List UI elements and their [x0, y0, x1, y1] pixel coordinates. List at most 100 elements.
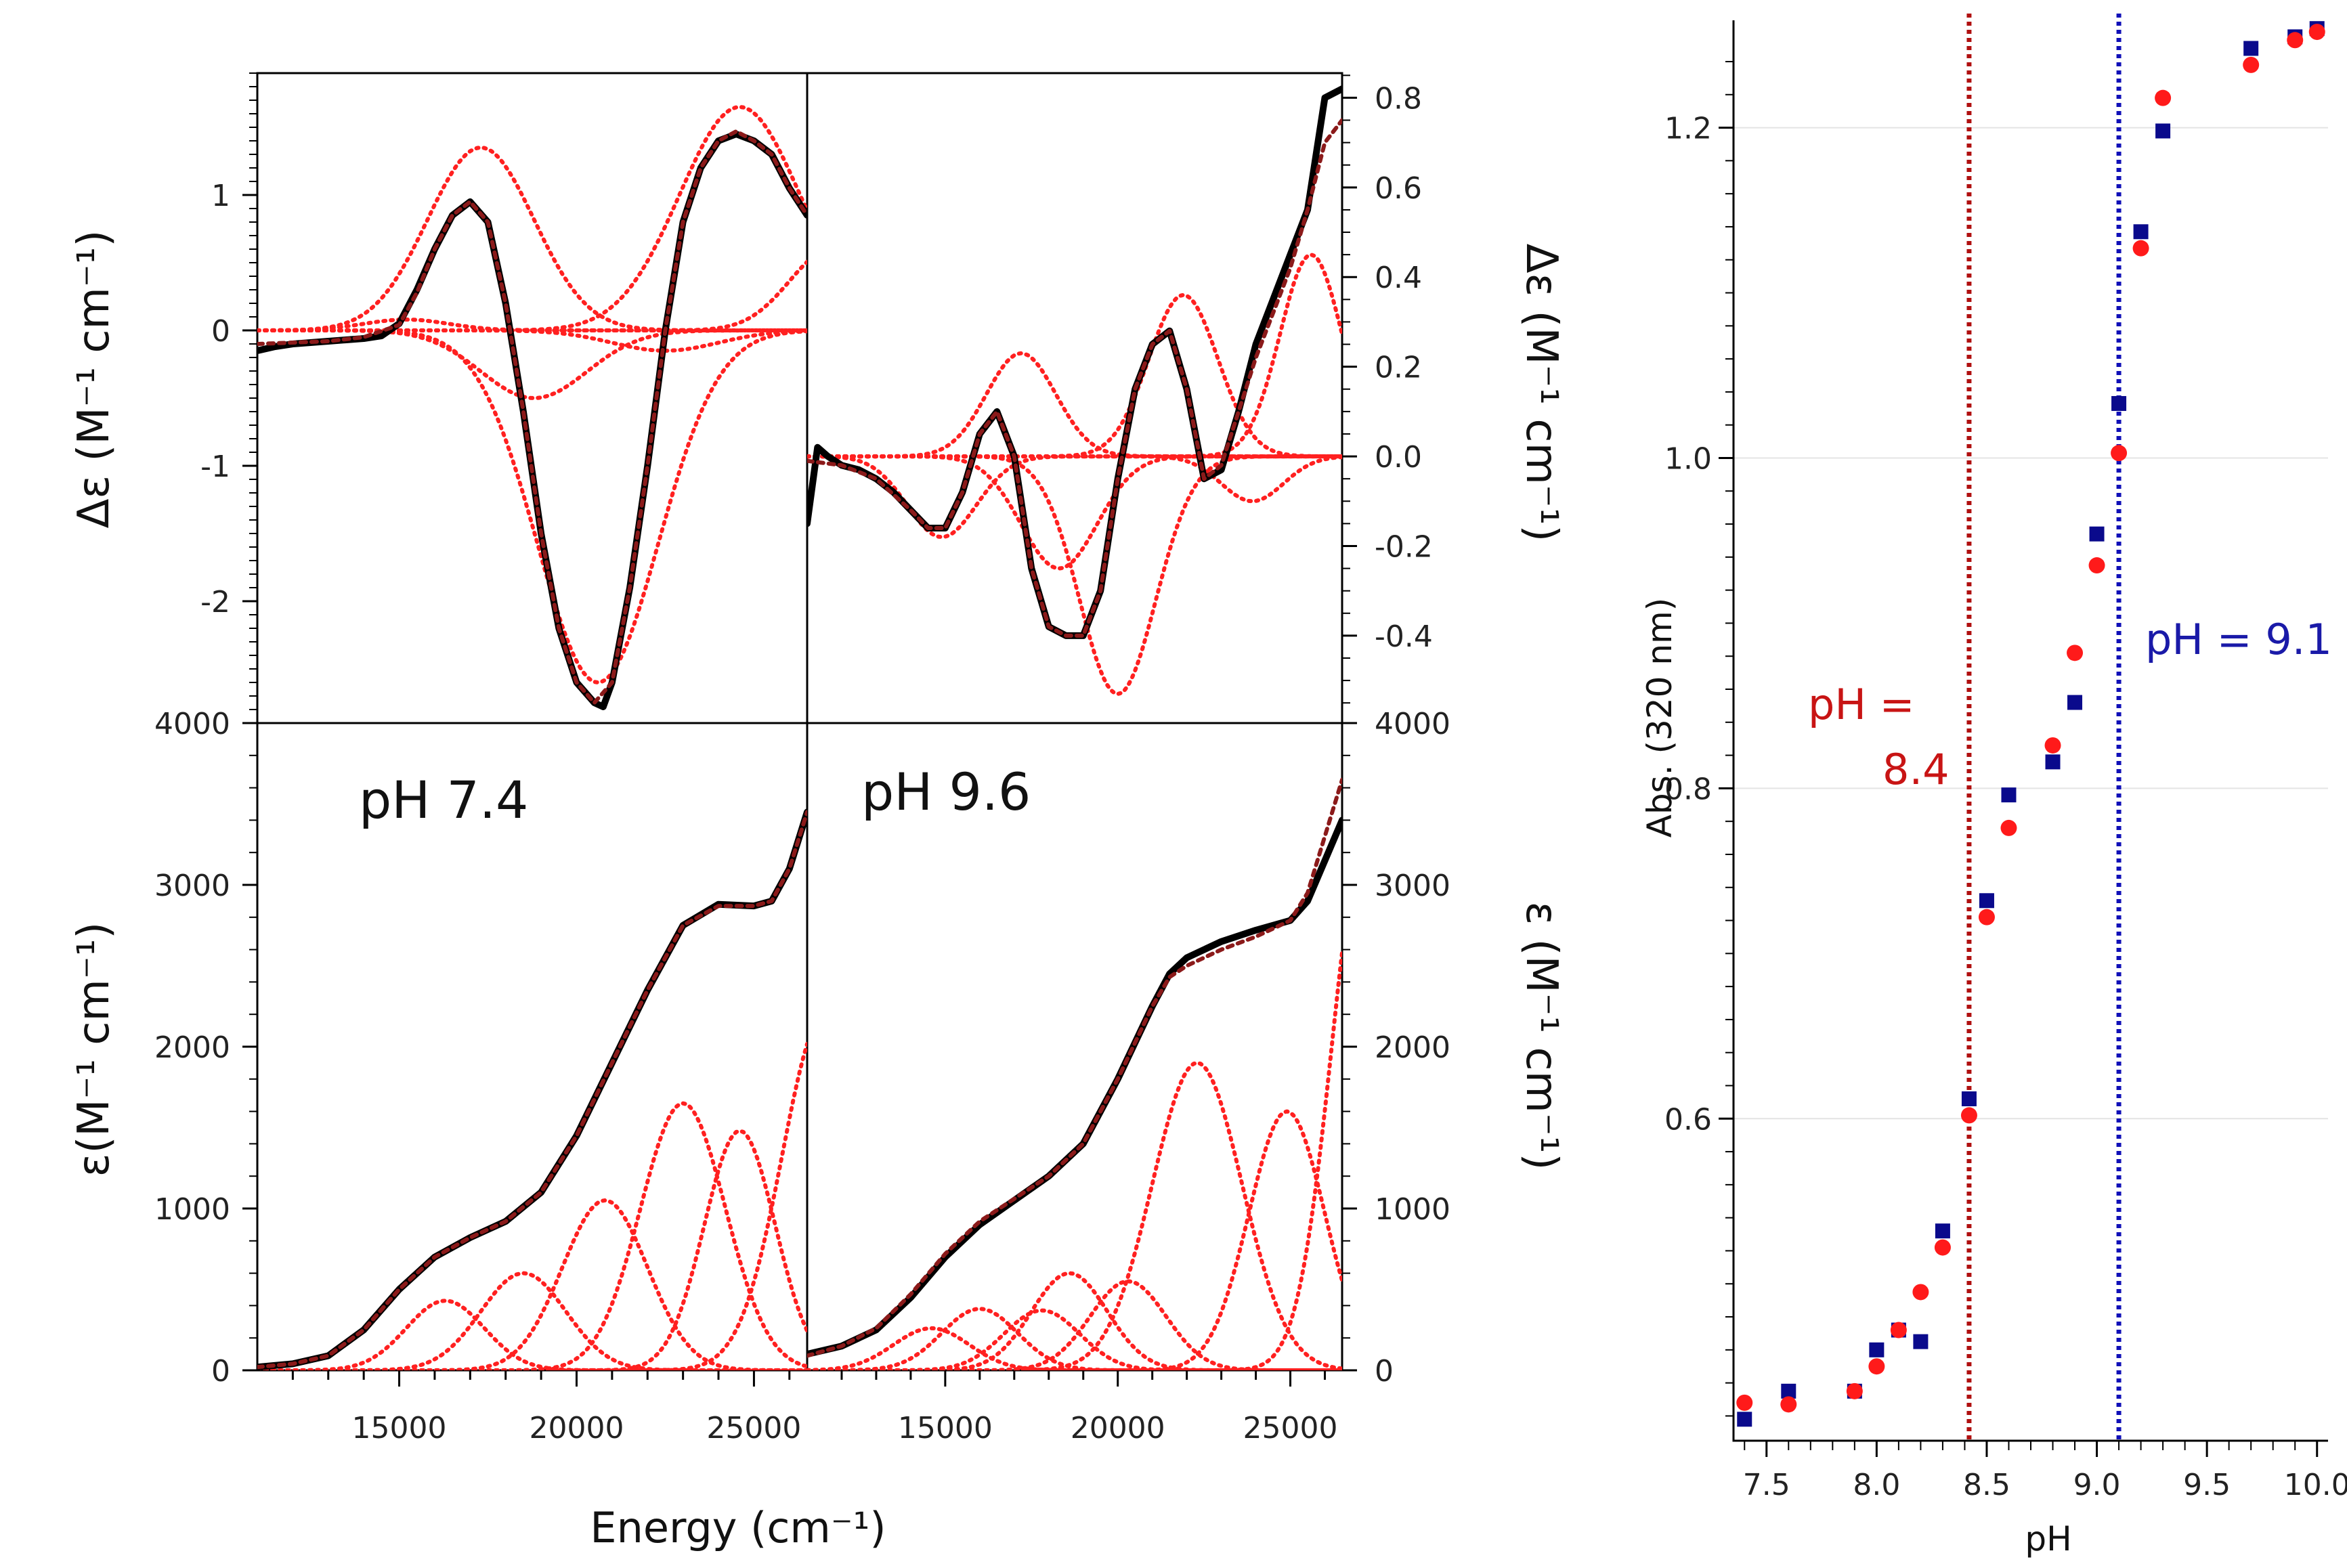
titration-point-circle-15 — [2155, 89, 2172, 106]
abs-ph96-series-experimental-0 — [807, 816, 1342, 1358]
abs-ph74-ytick-label-3: 3000 — [154, 869, 230, 903]
titration-point-square-8 — [1979, 893, 1994, 909]
titration-point-square-9 — [2001, 787, 2017, 803]
titration-point-circle-0 — [1736, 1394, 1753, 1411]
titration-point-square-14 — [2133, 224, 2149, 240]
abs-ph96-title: pH 9.6 — [861, 762, 1031, 822]
titration-ytick-label-3: 1.2 — [1664, 112, 1712, 146]
abs-ph96-ylabel: ε (M⁻¹ cm⁻¹) — [1516, 902, 1566, 1171]
abs-ph74-xtick-label-1: 20000 — [529, 1411, 624, 1445]
titration-point-square-15 — [2155, 123, 2171, 139]
cd-ph96-series-component-7 — [807, 253, 1342, 459]
cd-ph96-ytick-label-1: -0.2 — [1375, 529, 1433, 564]
titration-point-circle-4 — [1890, 1322, 1907, 1338]
titration-point-square-5 — [1913, 1334, 1929, 1349]
titration-point-circle-12 — [2088, 557, 2105, 574]
cd-ph96-ytick-label-0: -0.4 — [1375, 619, 1433, 654]
cd-ph74-series-component-2 — [257, 146, 807, 332]
titration-ytick-label-0: 0.6 — [1664, 1102, 1712, 1137]
cd-ph96-ytick-label-2: 0.0 — [1375, 440, 1422, 475]
abs-ph74-xtick-label-0: 15000 — [352, 1411, 447, 1445]
titration-point-square-10 — [2045, 754, 2061, 770]
titration-ytick-label-1: 0.8 — [1664, 772, 1712, 806]
abs-ph74-plot: 0 1000 2000 3000 4000 15000 20000 25000 — [154, 707, 807, 1445]
titration-point-circle-1 — [1780, 1396, 1797, 1413]
cd-ph96-ytick-label-3: 0.2 — [1375, 351, 1422, 385]
titration-point-square-12 — [2089, 526, 2105, 542]
titration-point-square-3 — [1869, 1342, 1885, 1357]
titration-point-square-16 — [2243, 41, 2259, 56]
cd-ph74-ytick-label-3: 1 — [211, 179, 230, 213]
cd-ph96-series-experimental-0 — [807, 85, 1342, 639]
titration-xtick-label-5: 10.0 — [2284, 1468, 2347, 1502]
abs-ph74-ytick-label-2: 2000 — [154, 1030, 230, 1065]
titration-point-square-1 — [1781, 1383, 1796, 1399]
abs-ph74-series-component-7 — [257, 1041, 807, 1370]
abs-ph96-ytick-label-1: 1000 — [1375, 1192, 1450, 1227]
cd-ph74-series-component-3 — [257, 328, 807, 684]
cd-ph74-plot: -2 -1 0 1 — [200, 72, 807, 710]
abs-ph96-ytick-label-4: 4000 — [1375, 707, 1450, 741]
titration-point-square-11 — [2067, 695, 2083, 710]
cd-ph96-series-component-5 — [807, 292, 1342, 459]
titration-xtick-label-4: 9.5 — [2183, 1468, 2231, 1502]
titration-xtick-label-0: 7.5 — [1743, 1468, 1790, 1502]
cd-ph96-series-component-6 — [807, 454, 1342, 504]
titration-point-circle-6 — [1934, 1239, 1951, 1256]
titration-xlabel: pH — [2025, 1519, 2071, 1559]
abs-ph96-series-fit-1 — [807, 777, 1342, 1358]
abs-ph74-series-component-6 — [257, 1129, 807, 1370]
titration-point-square-13 — [2111, 395, 2127, 411]
titration-point-square-7 — [1961, 1091, 1977, 1107]
titration-plot: 0.6 0.8 1.0 1.2 7.5 8.0 8.5 9.0 9.5 10.0 — [1664, 14, 2347, 1502]
titration-ytick-label-2: 1.0 — [1664, 441, 1712, 476]
titration-point-circle-10 — [2044, 737, 2061, 754]
abs-ph74-series-component-3 — [257, 1271, 807, 1370]
titration-point-circle-18 — [2308, 24, 2325, 41]
cd-ph96-plot: -0.4 -0.2 0.0 0.2 0.4 0.6 0.8 — [807, 74, 1433, 704]
abs-ph96-ytick-label-0: 0 — [1375, 1354, 1394, 1389]
annotation-ph-84-line2: 8.4 — [1882, 745, 1950, 794]
cd-ph96-series-component-4 — [807, 454, 1342, 696]
titration-xtick-label-2: 8.5 — [1963, 1468, 2010, 1502]
abs-ph96-series-component-9 — [807, 950, 1342, 1370]
abs-ph96-series-component-8 — [807, 1109, 1342, 1370]
cd-ph74-ytick-label-0: -2 — [200, 585, 230, 619]
titration-point-square-6 — [1935, 1223, 1950, 1239]
titration-axes — [1732, 20, 2328, 1442]
abs-ph74-ylabel: ε(M⁻¹ cm⁻¹) — [69, 922, 119, 1177]
abs-ph74-series-experimental-0 — [257, 808, 807, 1370]
abs-ph74-title: pH 7.4 — [359, 770, 528, 830]
titration-point-circle-16 — [2243, 56, 2260, 73]
cd-ph96-series-component-2 — [807, 454, 1342, 540]
titration-point-square-0 — [1737, 1412, 1752, 1427]
titration-point-circle-8 — [1978, 909, 1995, 925]
cd-ph74-ytick-label-1: -1 — [200, 450, 230, 484]
titration-ylabel: Abs. (320 nm) — [1640, 598, 1679, 838]
cd-ph96-series-component-8 — [807, 454, 1342, 571]
titration-xtick-label-3: 9.0 — [2073, 1468, 2121, 1502]
titration-point-circle-14 — [2132, 240, 2149, 257]
annotation-ph-84-line1: pH = — [1808, 680, 1915, 729]
cd-ph74-ylabel: Δε (M⁻¹ cm⁻¹) — [69, 230, 119, 529]
titration-point-circle-11 — [2067, 645, 2084, 661]
abs-ph96-series-component-7 — [807, 1060, 1342, 1370]
abs-xlabel: Energy (cm⁻¹) — [590, 1503, 886, 1552]
cd-ph74-series-fit-1 — [257, 129, 807, 705]
abs-ph96-xtick-label-0: 15000 — [898, 1411, 993, 1445]
titration-point-circle-9 — [2000, 819, 2017, 836]
abs-ph96-xtick-label-1: 20000 — [1071, 1411, 1165, 1445]
cd-ph96-ytick-label-6: 0.8 — [1375, 81, 1422, 116]
abs-ph96-xtick-label-2: 25000 — [1243, 1411, 1338, 1445]
cd-ph74-ytick-label-2: 0 — [211, 314, 230, 349]
titration-point-circle-17 — [2287, 32, 2304, 49]
cd-ph96-series-fit-1 — [807, 118, 1342, 638]
cd-ph96-series-component-3 — [807, 351, 1342, 459]
titration-point-circle-7 — [1960, 1107, 1977, 1124]
abs-ph96-series-component-3 — [807, 1307, 1342, 1370]
abs-ph96-ytick-label-2: 2000 — [1375, 1030, 1450, 1065]
titration-point-circle-2 — [1846, 1382, 1863, 1399]
abs-ph74-ytick-label-4: 4000 — [154, 707, 230, 741]
annotation-ph-91: pH = 9.1 — [2145, 615, 2332, 664]
